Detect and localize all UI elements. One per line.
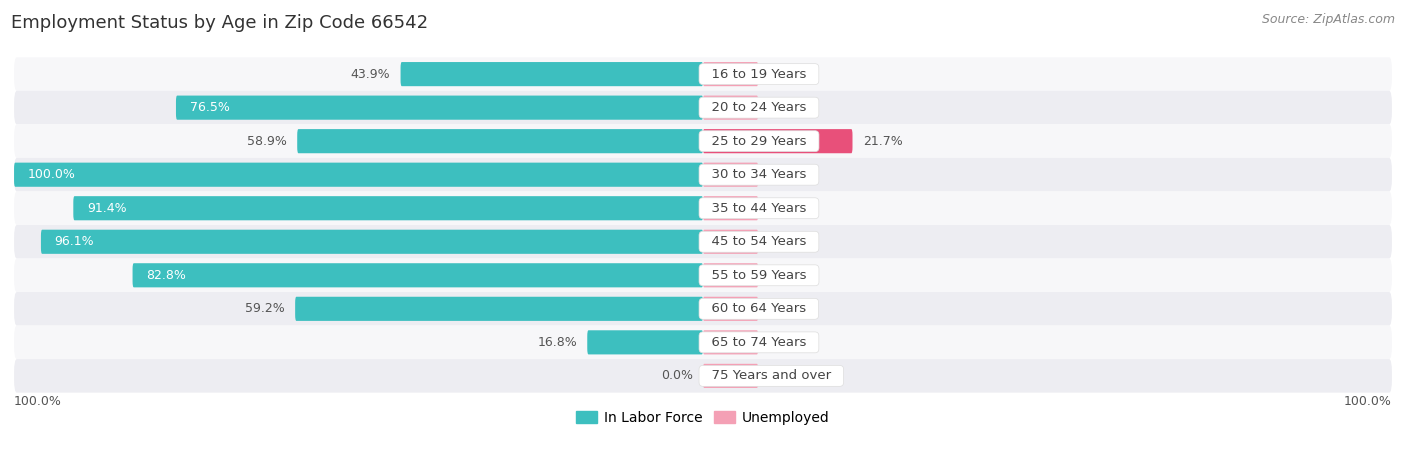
FancyBboxPatch shape (703, 162, 758, 187)
FancyBboxPatch shape (14, 225, 1392, 259)
Text: 82.8%: 82.8% (146, 269, 186, 282)
Text: 55 to 59 Years: 55 to 59 Years (703, 269, 815, 282)
Text: 100.0%: 100.0% (28, 168, 76, 181)
FancyBboxPatch shape (14, 326, 1392, 359)
Text: 0.0%: 0.0% (769, 68, 800, 81)
FancyBboxPatch shape (14, 292, 1392, 326)
Text: 25 to 29 Years: 25 to 29 Years (703, 135, 815, 148)
FancyBboxPatch shape (41, 230, 703, 254)
FancyBboxPatch shape (588, 330, 703, 355)
Text: 43.9%: 43.9% (350, 68, 391, 81)
Text: 45 to 54 Years: 45 to 54 Years (703, 235, 815, 248)
Text: 16 to 19 Years: 16 to 19 Years (703, 68, 815, 81)
Text: 100.0%: 100.0% (1344, 396, 1392, 408)
FancyBboxPatch shape (297, 129, 703, 153)
Text: 16.8%: 16.8% (537, 336, 576, 349)
FancyBboxPatch shape (132, 263, 703, 288)
FancyBboxPatch shape (14, 57, 1392, 91)
Text: 60 to 64 Years: 60 to 64 Years (703, 302, 814, 315)
FancyBboxPatch shape (14, 162, 703, 187)
FancyBboxPatch shape (14, 158, 1392, 191)
FancyBboxPatch shape (73, 196, 703, 220)
Text: 21.7%: 21.7% (863, 135, 903, 148)
Text: 65 to 74 Years: 65 to 74 Years (703, 336, 815, 349)
Text: 20 to 24 Years: 20 to 24 Years (703, 101, 815, 114)
Text: 59.2%: 59.2% (245, 302, 285, 315)
FancyBboxPatch shape (176, 95, 703, 120)
Text: 0.0%: 0.0% (769, 202, 800, 215)
FancyBboxPatch shape (703, 297, 758, 321)
Text: 75 Years and over: 75 Years and over (703, 369, 839, 382)
Text: 0.0%: 0.0% (769, 302, 800, 315)
FancyBboxPatch shape (703, 95, 758, 120)
Text: 91.4%: 91.4% (87, 202, 127, 215)
FancyBboxPatch shape (14, 91, 1392, 124)
FancyBboxPatch shape (14, 359, 1392, 393)
Text: Employment Status by Age in Zip Code 66542: Employment Status by Age in Zip Code 665… (11, 14, 429, 32)
Text: 0.0%: 0.0% (769, 336, 800, 349)
Text: 30 to 34 Years: 30 to 34 Years (703, 168, 815, 181)
Text: 76.5%: 76.5% (190, 101, 229, 114)
FancyBboxPatch shape (703, 263, 758, 288)
Text: Source: ZipAtlas.com: Source: ZipAtlas.com (1261, 14, 1395, 27)
Text: 0.0%: 0.0% (769, 101, 800, 114)
Text: 100.0%: 100.0% (14, 396, 62, 408)
FancyBboxPatch shape (401, 62, 703, 86)
FancyBboxPatch shape (703, 196, 758, 220)
FancyBboxPatch shape (14, 191, 1392, 225)
FancyBboxPatch shape (703, 230, 758, 254)
FancyBboxPatch shape (703, 129, 852, 153)
Text: 0.0%: 0.0% (661, 369, 693, 382)
Text: 0.0%: 0.0% (769, 168, 800, 181)
FancyBboxPatch shape (14, 124, 1392, 158)
Text: 0.0%: 0.0% (769, 235, 800, 248)
FancyBboxPatch shape (703, 62, 758, 86)
Text: 96.1%: 96.1% (55, 235, 94, 248)
Text: 0.0%: 0.0% (769, 369, 800, 382)
FancyBboxPatch shape (14, 259, 1392, 292)
Legend: In Labor Force, Unemployed: In Labor Force, Unemployed (571, 405, 835, 430)
FancyBboxPatch shape (703, 330, 758, 355)
Text: 0.0%: 0.0% (769, 269, 800, 282)
FancyBboxPatch shape (703, 364, 758, 388)
FancyBboxPatch shape (295, 297, 703, 321)
Text: 58.9%: 58.9% (247, 135, 287, 148)
Text: 35 to 44 Years: 35 to 44 Years (703, 202, 815, 215)
